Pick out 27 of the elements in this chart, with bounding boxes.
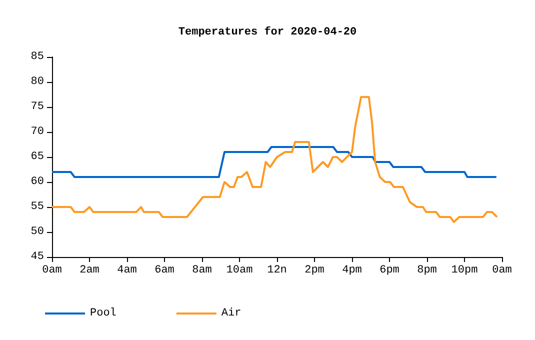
x-tick-label: 8am <box>192 264 212 276</box>
x-tick-label: 10pm <box>451 264 478 276</box>
chart-title: Temperatures for 2020-04-20 <box>178 26 357 38</box>
legend-label: Pool <box>90 308 116 320</box>
y-tick-label: 80 <box>30 76 44 88</box>
y-tick-label: 75 <box>30 101 44 113</box>
y-tick-label: 45 <box>30 251 44 263</box>
x-tick-label: 0am <box>42 264 62 276</box>
line-series <box>51 96 498 223</box>
line-series <box>51 146 498 178</box>
x-tick-label: 6pm <box>380 264 400 276</box>
x-tick-label: 4pm <box>342 264 362 276</box>
legend-label: Air <box>221 308 242 320</box>
x-tick-label: 6am <box>154 264 175 276</box>
x-tick-label: 0am <box>492 264 512 276</box>
y-tick-label: 70 <box>30 126 44 138</box>
x-tick-label: 10am <box>226 264 254 276</box>
y-tick-label: 65 <box>30 151 44 163</box>
x-tick-label: 12n <box>267 264 287 276</box>
y-tick-label: 50 <box>30 226 44 238</box>
y-tick-label: 55 <box>30 201 44 213</box>
x-tick-label: 4am <box>117 264 138 276</box>
y-tick-label: 85 <box>30 51 44 63</box>
x-tick-label: 8pm <box>417 264 438 276</box>
x-tick-label: 2am <box>80 264 100 276</box>
y-tick-label: 60 <box>30 176 44 188</box>
x-tick-label: 2pm <box>304 264 325 276</box>
